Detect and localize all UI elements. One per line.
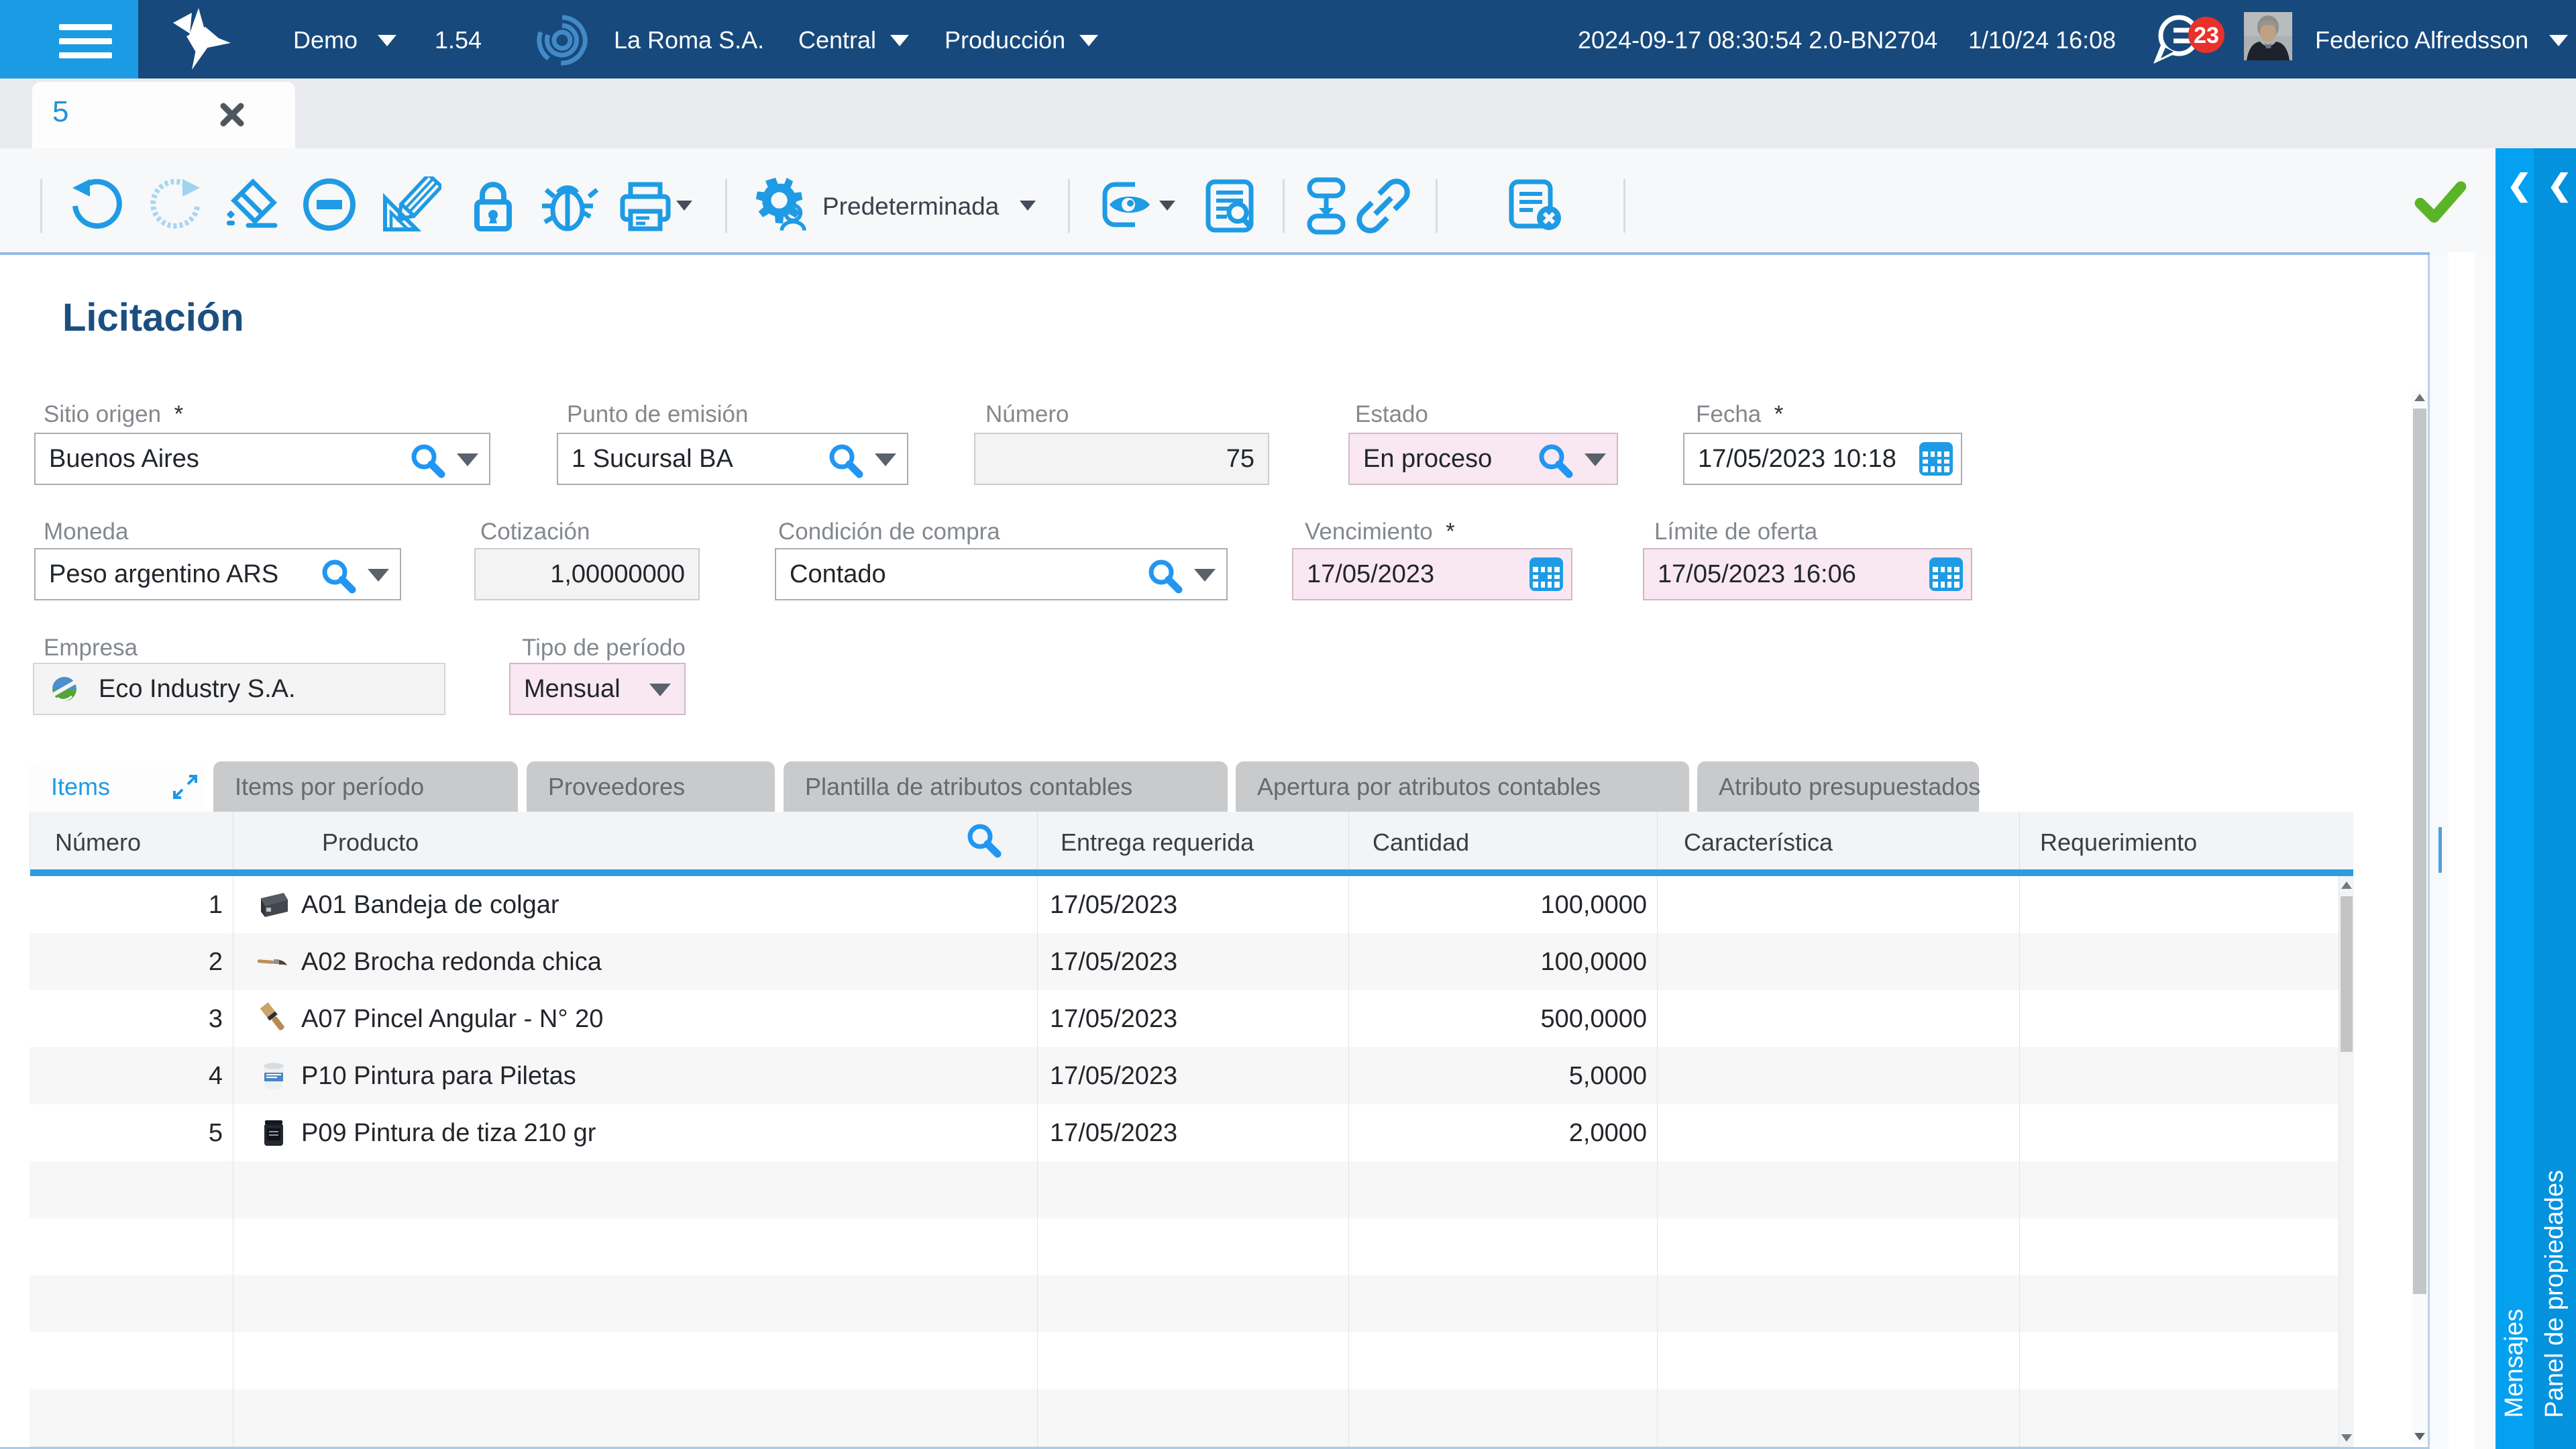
- svg-text:23: 23: [2194, 23, 2219, 48]
